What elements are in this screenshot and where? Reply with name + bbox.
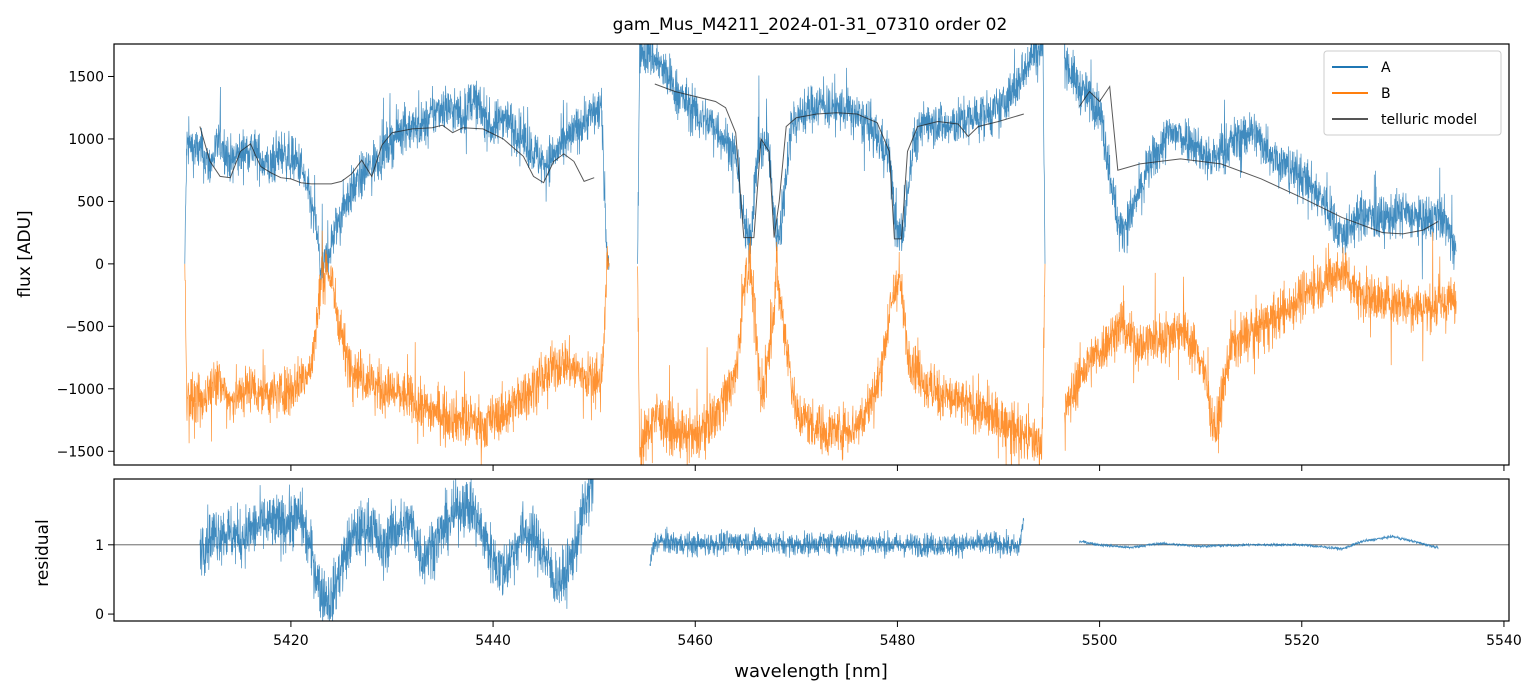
residual-y-tick-label: 0 <box>95 607 104 623</box>
legend-label-telluric: telluric model <box>1381 112 1477 128</box>
legend-box <box>1323 50 1502 136</box>
flux-y-tick-label: 0 <box>95 257 104 273</box>
residual-y-axis-label: residual <box>33 519 53 586</box>
x-tick-label: 5420 <box>273 633 309 649</box>
legend-label-b: B <box>1381 86 1391 102</box>
residual-segment-2 <box>1079 534 1439 551</box>
residual-panel: 01 5420 5440 5460 5480 5500 5520 5540 residual… <box>33 478 1522 682</box>
series-b-segment-1 <box>637 236 1046 465</box>
telluric-model-segment-1 <box>654 83 1024 240</box>
residual-y-tick-label: 1 <box>95 538 104 554</box>
x-tick-label: 5520 <box>1284 633 1320 649</box>
flux-panel: −1500 −1000 −500 0 500 1000 1500 flux [ADU] A … <box>15 43 1510 471</box>
series-a-segment-0 <box>184 80 610 284</box>
legend-label-a: A <box>1381 60 1391 76</box>
residual-plot-frame <box>113 478 1510 622</box>
flux-series-group <box>184 44 1457 465</box>
residual-y-ticks: 01 <box>95 538 114 623</box>
series-b <box>184 230 1457 465</box>
residual-segment-1 <box>649 517 1025 567</box>
flux-y-tick-label: 1000 <box>68 132 104 148</box>
flux-x-ticks <box>290 465 1505 471</box>
telluric-model-segment-0 <box>199 124 595 185</box>
residual-series-group <box>199 479 1439 621</box>
flux-y-tick-label: 1500 <box>68 69 104 85</box>
x-tick-label: 5460 <box>677 633 713 649</box>
flux-y-tick-label: −1500 <box>57 444 104 460</box>
x-tick-label: 5540 <box>1486 633 1522 649</box>
x-axis-label: wavelength [nm] <box>734 661 888 682</box>
x-tick-label: 5500 <box>1082 633 1118 649</box>
series-b-segment-2 <box>1063 231 1457 454</box>
residual-x-ticks: 5420 5440 5460 5480 5500 5520 5540 <box>273 621 1522 649</box>
flux-y-tick-label: 500 <box>77 194 104 210</box>
series-a-segment-2 <box>1063 44 1457 280</box>
residual-segment-0 <box>199 479 595 621</box>
series-a <box>184 44 1457 284</box>
telluric-model-segment-2 <box>1078 85 1439 235</box>
x-tick-label: 5440 <box>475 633 511 649</box>
chart-title: gam_Mus_M4211_2024-01-31_07310 order 02 <box>613 15 1008 35</box>
flux-y-axis-label: flux [ADU] <box>15 210 35 297</box>
flux-y-ticks: −1500 −1000 −500 0 500 1000 1500 <box>57 69 114 460</box>
flux-y-tick-label: −500 <box>66 319 104 335</box>
x-tick-label: 5480 <box>880 633 916 649</box>
series-telluric-model <box>199 83 1439 240</box>
flux-plot-frame <box>113 43 1510 466</box>
series-a-segment-1 <box>637 44 1046 264</box>
series-b-segment-0 <box>184 230 610 465</box>
flux-y-tick-label: −1000 <box>57 382 104 398</box>
legend: A B telluric model <box>1323 50 1502 136</box>
